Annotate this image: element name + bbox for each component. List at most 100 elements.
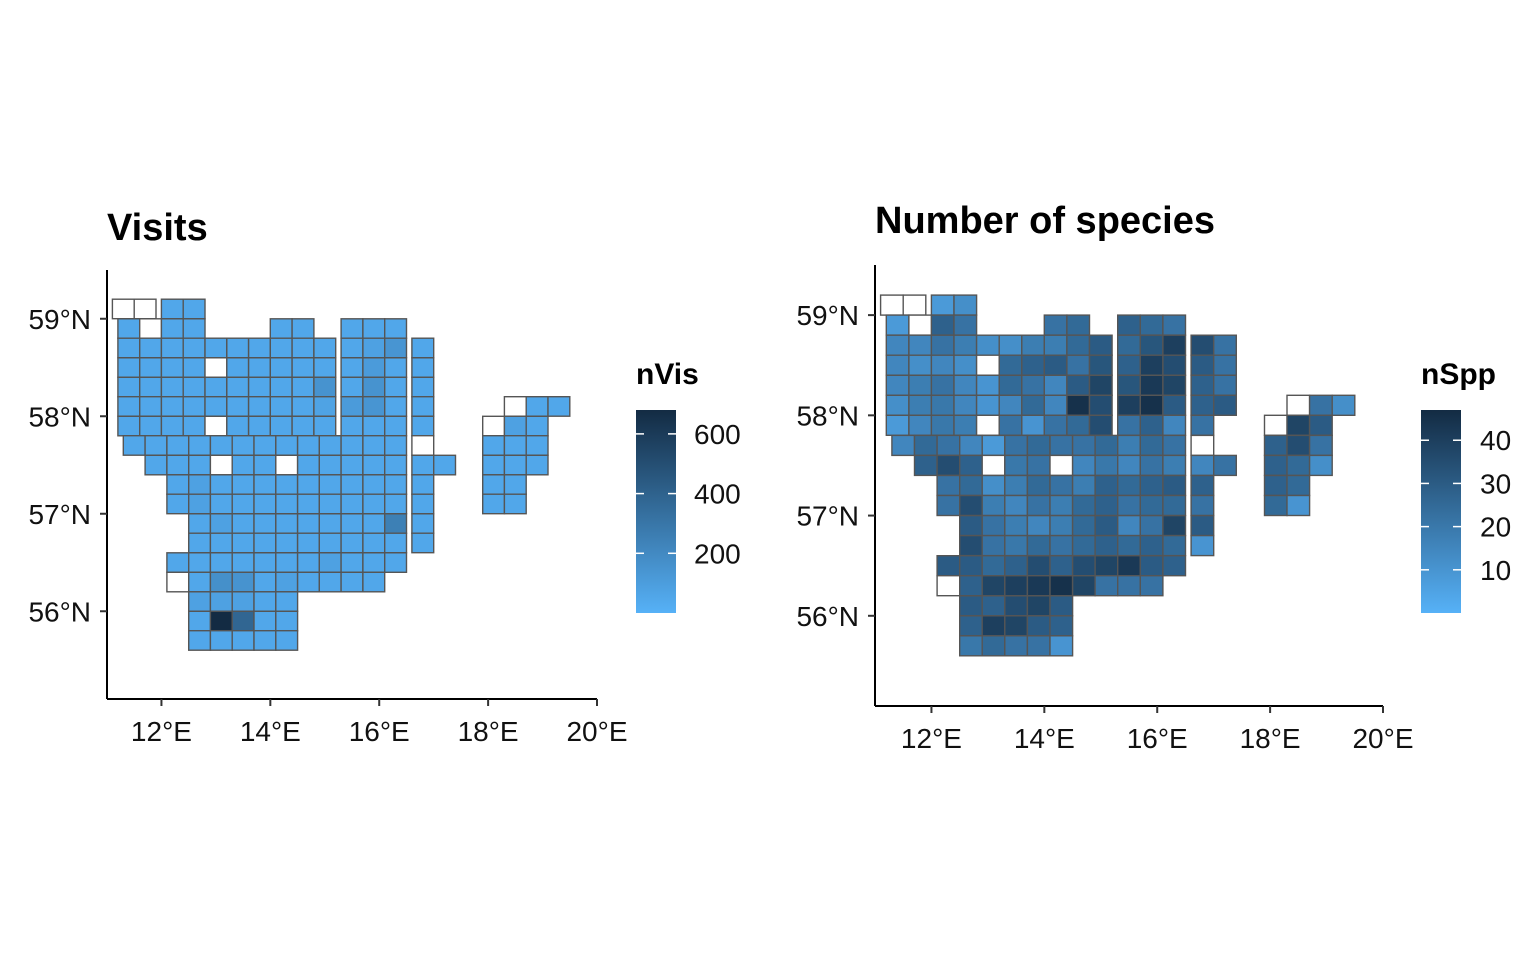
grid-cell [1066,414,1091,436]
grid-cell [231,591,255,612]
grid-cell [1021,374,1046,396]
grid-cell [318,454,342,476]
grid-cell [204,396,228,417]
grid-cell [296,571,321,593]
grid-cell [166,493,190,515]
grid-cell [187,454,212,476]
grid-cell [138,318,163,339]
grid-cell [936,555,961,577]
grid-cell [953,414,978,436]
grid-cell [1049,575,1074,597]
grid-cell [930,334,955,356]
grid-cell [187,532,212,554]
grid-cell [1094,555,1119,577]
grid-cell [1308,394,1333,416]
grid-cell [296,435,321,456]
grid-cell [291,396,315,417]
species-map-panel: Number of species nSpp 12°E 14°E 16°E 18°E 2… [768,0,1536,960]
grid-cell [269,396,293,417]
x-tick-label: 18°E [1240,723,1301,754]
grid-cell [1004,555,1029,577]
grid-cell [1071,575,1096,597]
grid-cell [1263,414,1288,436]
grid-cell [902,294,927,316]
grid-cell [1117,354,1142,376]
y-tick-label: 58°N [796,400,859,431]
grid-cell [1049,615,1074,637]
grid-cell [958,615,983,637]
grid-cell [166,435,190,456]
grid-cell [1004,615,1029,637]
grid-cell [1094,494,1119,517]
grid-cell [231,435,255,456]
x-tick-label: 12°E [901,723,962,754]
grid-cell [981,534,1006,557]
grid-cell [340,454,364,476]
grid-cell [1190,434,1215,457]
grid-cell [1004,534,1029,557]
grid-cell [117,337,141,359]
grid-cell [187,435,212,456]
grid-cell [482,493,506,515]
grid-cell [1094,454,1119,477]
species-title: Number of species [875,200,1215,242]
grid-cell [885,314,910,336]
grid-cell [253,513,277,534]
grid-cell [1190,374,1215,396]
grid-cell [318,513,342,534]
grid-cell [296,454,321,476]
grid-cell [1066,394,1091,416]
grid-cell [209,552,233,573]
grid-cell [1094,434,1119,457]
grid-cell [411,357,435,378]
grid-cell [1043,394,1068,416]
grid-cell [1094,474,1119,497]
x-tick-label: 14°E [1014,723,1075,754]
grid-cell [1066,354,1091,376]
grid-cell [166,571,190,593]
grid-cell [879,294,904,316]
visits-map-panel: Visits nVis 12°E 14°E 16°E 18°E 20°E 56°N 57°N… [28,207,740,747]
grid-cell [930,354,955,376]
grid-cell [209,454,233,476]
grid-cell [1162,514,1187,537]
grid-cell [503,493,527,515]
grid-cell [503,454,527,476]
grid-cell [313,357,337,378]
legend-colorbar [1421,410,1461,613]
grid-cell [1071,474,1096,497]
grid-cell [253,532,277,554]
x-tick-label: 20°E [1352,723,1413,754]
grid-cell [891,434,916,457]
grid-cell [275,513,299,534]
grid-cell [1071,555,1096,577]
grid-cell [253,552,277,573]
grid-cell [975,334,1000,356]
grid-cell [275,552,299,573]
x-tick-label: 16°E [1127,723,1188,754]
grid-cell [247,337,272,359]
grid-cell [913,454,938,477]
grid-cell [340,513,364,534]
grid-cell [1139,494,1164,517]
grid-cell [384,337,408,359]
grid-cell [998,354,1023,376]
grid-cell [313,337,337,359]
grid-cell [1213,334,1238,356]
grid-cell [296,474,321,495]
grid-cell [482,415,506,437]
grid-cell [362,571,386,593]
grid-cell [1071,494,1096,517]
grid-cell [1190,534,1215,557]
grid-cell [411,513,435,534]
x-tick-label: 12°E [131,716,192,747]
grid-cell [1117,394,1142,416]
grid-cell [160,376,184,398]
grid-cell [384,513,408,534]
grid-cell [411,493,435,515]
grid-cell [204,415,228,437]
grid-cell [296,513,321,534]
grid-cell [204,337,228,359]
grid-cell [953,294,978,316]
grid-cell [1088,354,1113,376]
